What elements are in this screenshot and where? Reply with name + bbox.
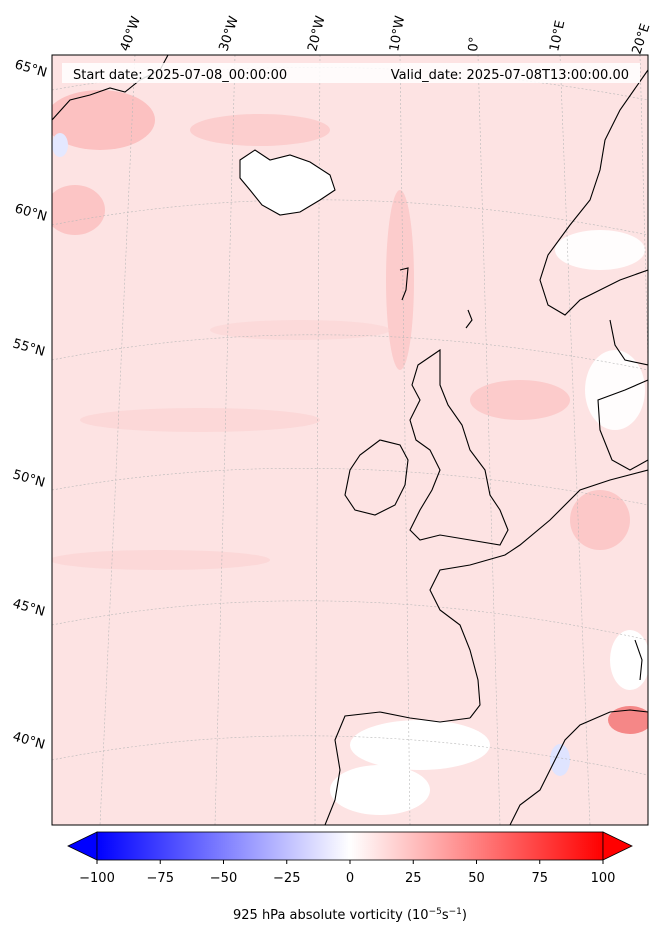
lat-label-65n: 65°N: [13, 57, 49, 80]
lon-label-40w: 40°W: [118, 14, 144, 53]
colorbar-tick-label: 75: [531, 871, 548, 886]
colorbar-tick-label: −25: [273, 871, 300, 886]
colorbar-extend-low: [67, 831, 98, 861]
start-date-label: Start date: 2025-07-08_00:00:00: [73, 68, 287, 83]
lon-label-20e: 20°E: [630, 22, 654, 56]
coastlines: [52, 55, 648, 825]
lat-label-45n: 45°N: [11, 596, 47, 619]
lat-label-50n: 50°N: [11, 467, 47, 490]
lon-label-30w: 30°W: [217, 14, 242, 53]
coast-faroe: [399, 267, 409, 301]
lat-label-40n: 40°N: [11, 729, 47, 752]
vorticity-field-background: [52, 55, 648, 825]
colorbar-ticks: −100 −75 −50 −25 0 25 50 75 100: [79, 860, 615, 886]
colorbar-tick-label: 100: [591, 871, 616, 886]
colorbar-tick-label: 25: [405, 871, 422, 886]
lon-label-20w: 20°W: [305, 14, 328, 53]
map-frame: [51, 54, 649, 826]
coast-corsica: [634, 639, 643, 681]
lon-label-10e: 10°E: [547, 19, 568, 53]
colorbar: −100 −75 −50 −25 0 25 50 75 100 925 hPa absolute…: [67, 831, 633, 923]
colorbar-label: 925 hPa absolute vorticity (10−5s−1): [233, 907, 467, 923]
colorbar-tick-label: 50: [468, 871, 485, 886]
map-panel: Start date: 2025-07-08_00:00:00 Valid_da…: [51, 54, 649, 826]
colorbar-tick-label: 0: [346, 871, 354, 886]
lat-label-60n: 60°N: [13, 201, 49, 224]
coast-norway: [539, 69, 648, 316]
colorbar-extend-high: [602, 831, 633, 861]
colorbar-gradient: [96, 831, 604, 861]
valid-date-label: Valid_date: 2025-07-08T13:00:00.00: [391, 68, 629, 83]
coast-shetland: [465, 309, 473, 329]
colorbar-tick-label: −50: [210, 871, 237, 886]
coast-ireland: [344, 439, 409, 516]
lon-label-0: 0°: [466, 36, 482, 52]
longitude-labels: 40°W 30°W 20°W 10°W 0° 10°E 20°E: [118, 14, 654, 56]
latitude-labels: 65°N 60°N 55°N 50°N 45°N 40°N: [11, 57, 49, 752]
coast-iberia-north-west: [324, 711, 471, 825]
header-background: [62, 63, 640, 83]
coast-sweden: [609, 319, 648, 366]
coast-iberia-east: [509, 709, 648, 825]
coast-france: [429, 469, 648, 719]
coast-denmark: [597, 379, 648, 471]
coast-great-britain: [409, 348, 509, 546]
coast-iceland: [239, 149, 336, 216]
lon-label-10w: 10°W: [387, 15, 408, 53]
lat-label-55n: 55°N: [11, 336, 47, 359]
colorbar-tick-label: −75: [147, 871, 174, 886]
colorbar-tick-label: −100: [79, 871, 115, 886]
